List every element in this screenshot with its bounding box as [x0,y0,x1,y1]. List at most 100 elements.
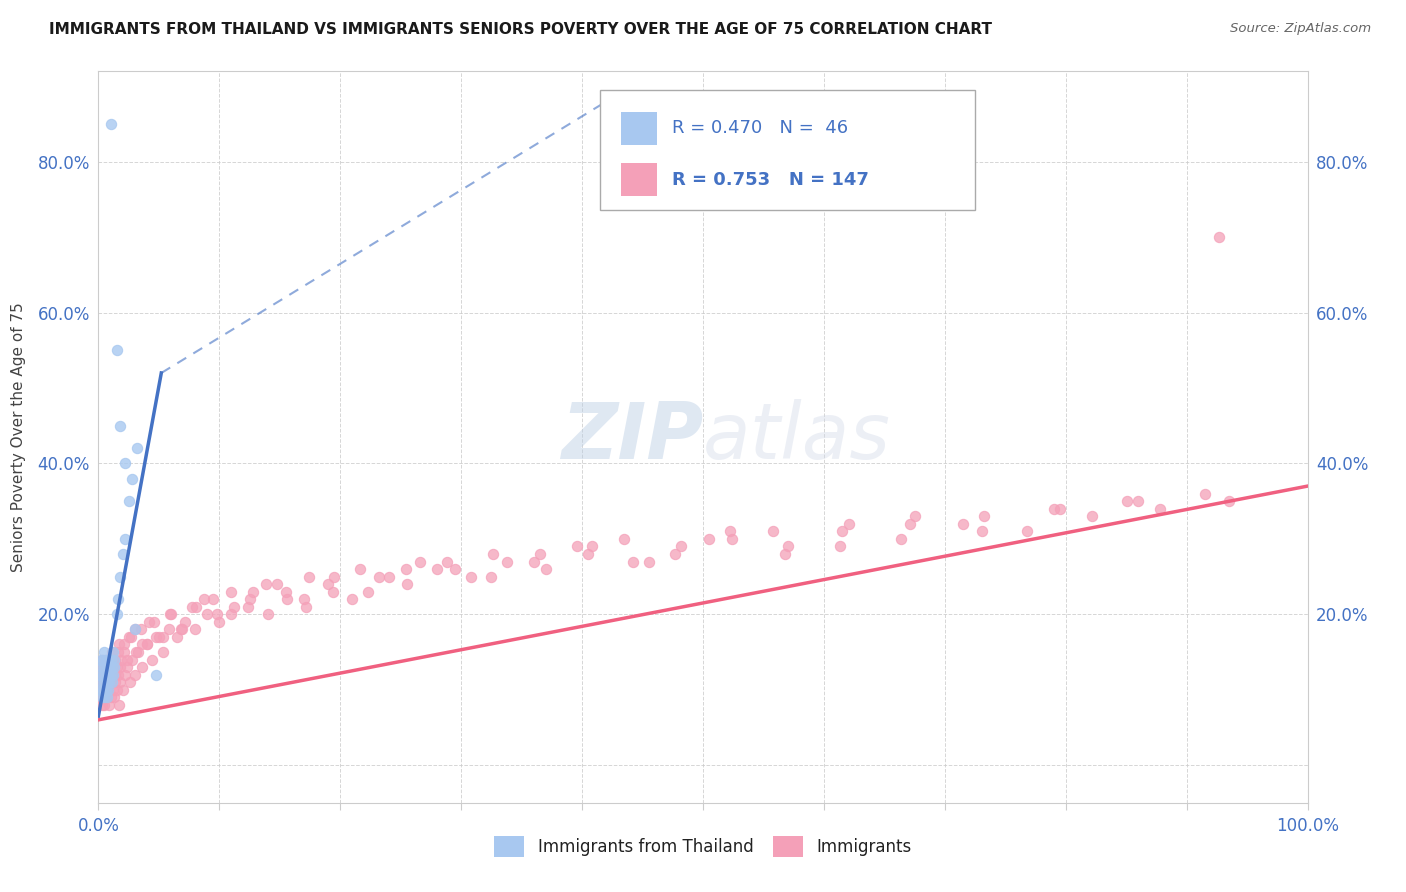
Point [1128,494,1150,508]
FancyBboxPatch shape [621,112,657,145]
Point [828,540,851,554]
Point [222,599,245,614]
Point [135,637,157,651]
Point [104,667,127,681]
Point [1218,494,1240,508]
Point [108,675,131,690]
Point [98,698,121,712]
Point [104,675,127,690]
Point [973,509,995,524]
Point [108,637,131,651]
Point [101,667,124,681]
Point [1116,494,1139,508]
Text: ZIP: ZIP [561,399,703,475]
Point [93,698,115,712]
Point [107,667,129,681]
Point [523,554,546,568]
Point [529,547,551,561]
Point [145,630,167,644]
Point [98,675,121,690]
Point [613,532,636,546]
Point [97,682,120,697]
Point [898,516,921,531]
Point [93,645,115,659]
Point [697,532,720,546]
Text: R = 0.470   N =  46: R = 0.470 N = 46 [672,120,848,137]
Point [205,607,228,622]
Point [107,592,129,607]
Point [100,660,122,674]
Point [239,592,262,607]
Point [238,599,260,614]
Point [94,660,117,674]
Point [496,554,519,568]
Point [323,569,346,583]
Point [567,540,589,554]
Point [292,592,315,607]
Point [160,607,183,622]
Point [135,637,157,651]
Point [534,562,557,576]
Point [96,682,118,697]
Point [1049,501,1071,516]
Point [1208,230,1230,244]
Point [125,645,148,659]
Point [94,667,117,681]
Point [124,623,146,637]
Point [159,607,181,622]
Point [89,690,111,705]
Point [256,577,278,591]
Point [91,667,114,681]
Point [114,667,136,681]
Point [108,569,131,583]
Point [93,682,115,697]
Point [481,547,503,561]
Point [904,509,927,524]
Text: atlas: atlas [703,399,891,475]
Point [121,471,143,485]
Point [94,682,117,697]
Point [93,690,115,705]
Point [952,516,974,531]
Point [103,660,125,674]
Point [576,547,599,561]
Point [481,569,503,583]
Point [91,652,114,666]
Point [93,675,115,690]
Point [98,675,121,690]
Point [395,577,418,591]
Point [97,660,120,674]
Point [90,682,112,697]
Point [776,540,799,554]
Point [97,682,120,697]
Point [127,645,149,659]
Point [152,630,174,644]
Point [94,675,117,690]
Point [170,623,193,637]
Point [664,547,686,561]
Point [104,652,127,666]
Point [100,117,122,131]
Point [101,645,124,659]
Point [131,660,153,674]
Point [1015,524,1038,539]
Point [195,607,218,622]
Point [117,660,139,674]
Text: R = 0.753   N = 147: R = 0.753 N = 147 [672,170,869,188]
Point [91,682,114,697]
Point [180,599,202,614]
Point [322,584,344,599]
Point [117,652,139,666]
Point [91,667,114,681]
Point [838,516,860,531]
Text: Source: ZipAtlas.com: Source: ZipAtlas.com [1230,22,1371,36]
Y-axis label: Seniors Poverty Over the Age of 75: Seniors Poverty Over the Age of 75 [11,302,27,572]
Point [298,569,321,583]
Point [129,623,152,637]
Point [100,675,122,690]
Point [94,652,117,666]
Point [90,660,112,674]
Point [105,607,128,622]
Point [103,690,125,705]
Point [166,630,188,644]
